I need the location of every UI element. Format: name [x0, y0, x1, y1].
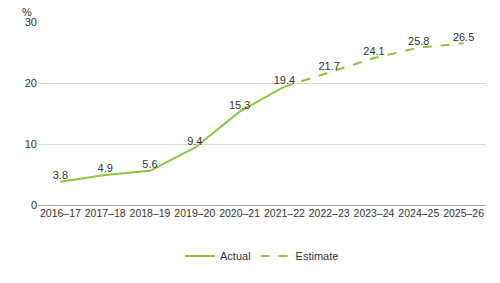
- svg-text:2025–26: 2025–26: [443, 207, 484, 219]
- svg-text:%: %: [22, 6, 32, 18]
- svg-text:24.1: 24.1: [363, 45, 384, 57]
- svg-text:2022–23: 2022–23: [309, 207, 350, 219]
- svg-text:0: 0: [31, 199, 37, 211]
- svg-text:5.6: 5.6: [142, 158, 157, 170]
- svg-text:2016–17: 2016–17: [40, 207, 81, 219]
- svg-text:2018–19: 2018–19: [130, 207, 171, 219]
- svg-text:2020–21: 2020–21: [219, 207, 260, 219]
- svg-text:2019–20: 2019–20: [174, 207, 215, 219]
- svg-text:2023–24: 2023–24: [354, 207, 395, 219]
- svg-text:26.5: 26.5: [453, 31, 474, 43]
- svg-text:20: 20: [25, 77, 37, 89]
- svg-text:2017–18: 2017–18: [85, 207, 126, 219]
- svg-text:9.4: 9.4: [187, 135, 202, 147]
- svg-text:4.9: 4.9: [98, 162, 113, 174]
- svg-text:2021–22: 2021–22: [264, 207, 305, 219]
- svg-text:10: 10: [25, 138, 37, 150]
- svg-text:Estimate: Estimate: [296, 250, 339, 262]
- svg-text:15.3: 15.3: [229, 99, 250, 111]
- svg-text:30: 30: [25, 16, 37, 28]
- svg-text:2024–25: 2024–25: [398, 207, 439, 219]
- svg-text:25.8: 25.8: [408, 35, 429, 47]
- svg-text:3.8: 3.8: [53, 169, 68, 181]
- svg-text:21.7: 21.7: [318, 60, 339, 72]
- svg-text:Actual: Actual: [220, 250, 251, 262]
- svg-text:19.4: 19.4: [274, 74, 295, 86]
